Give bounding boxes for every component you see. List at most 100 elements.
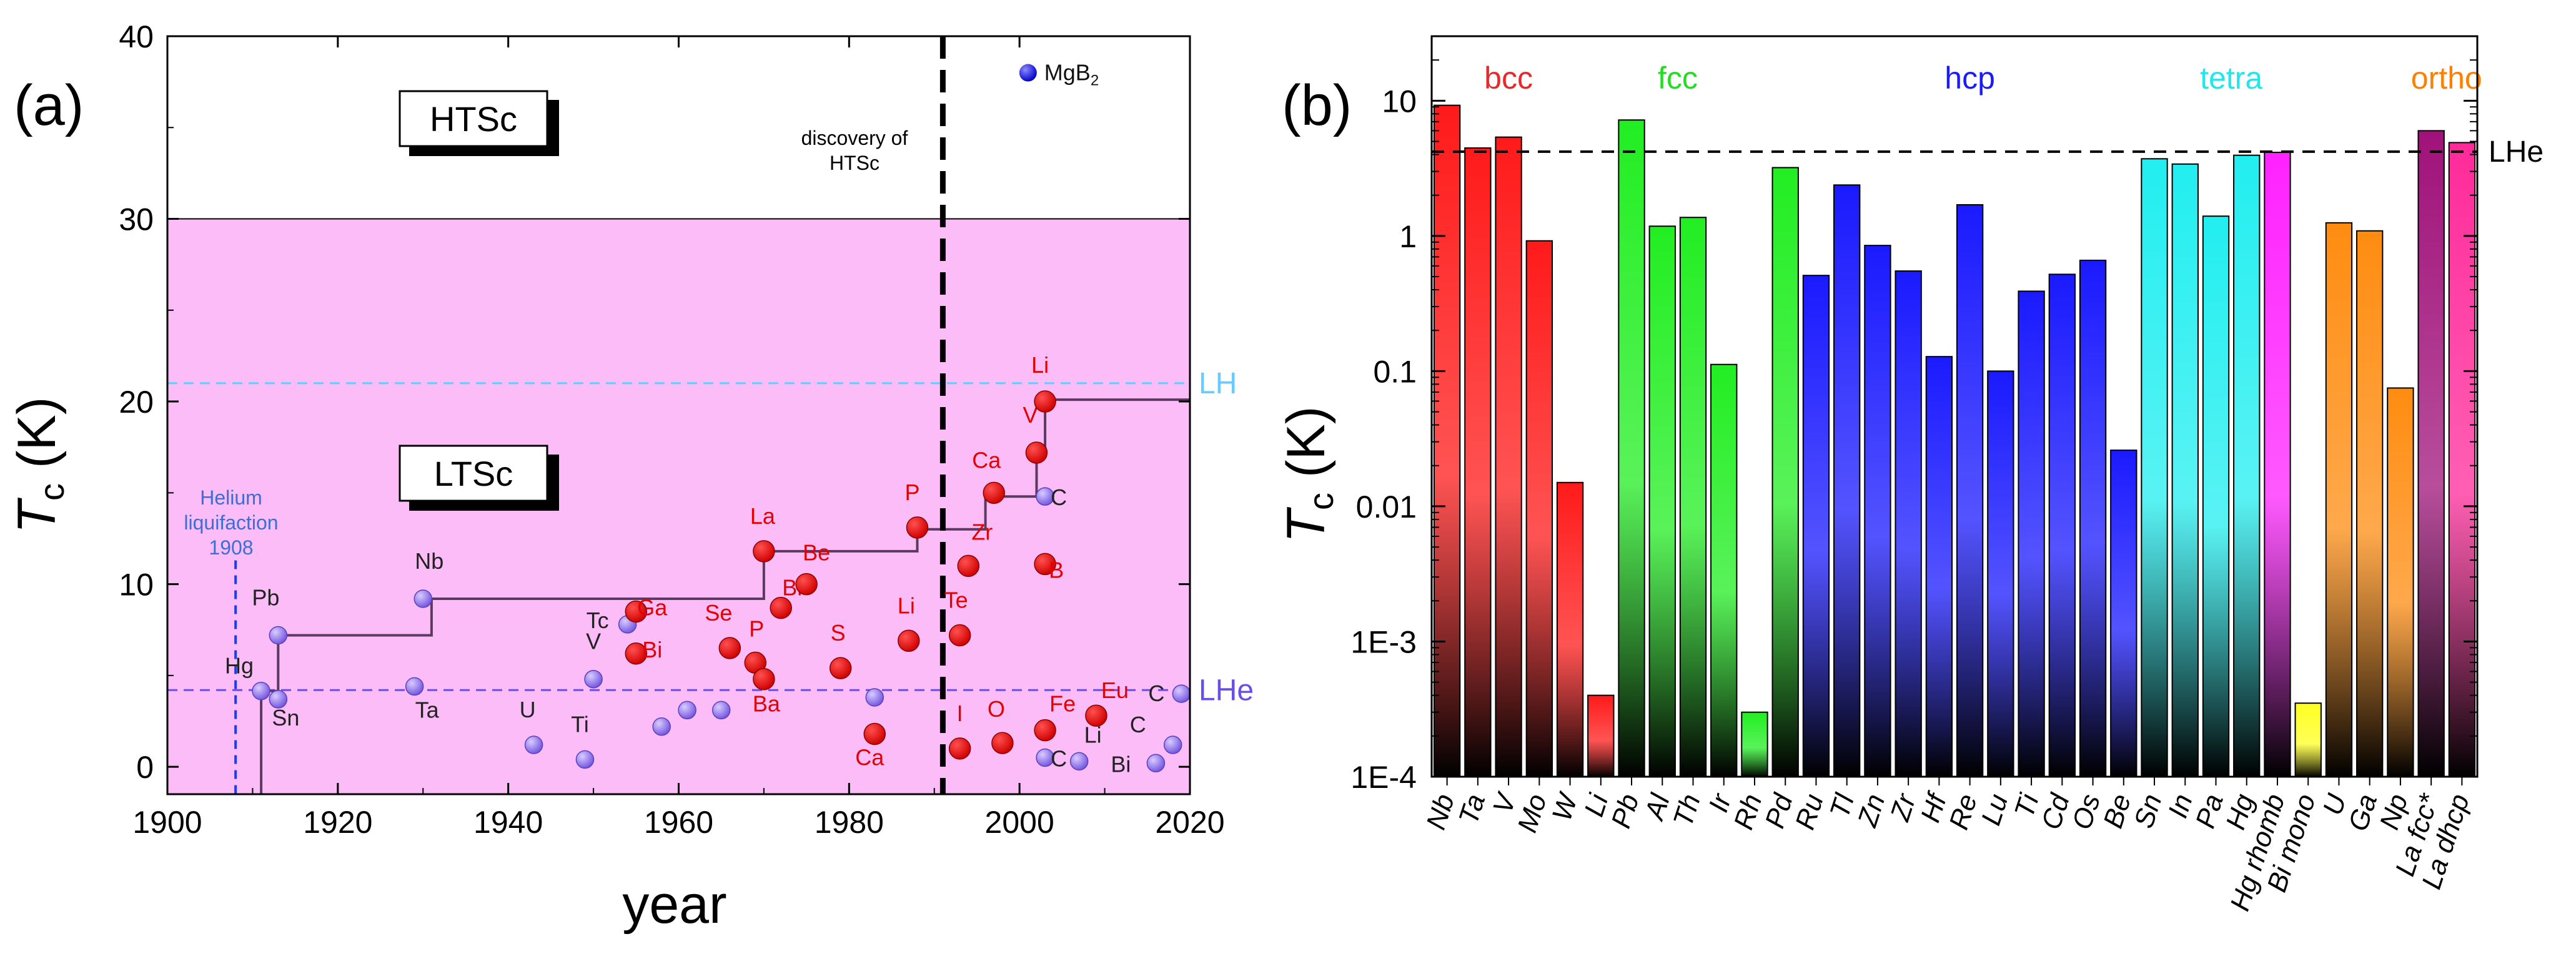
crystal-structure-group-labels: bcc fcc hcp tetra ortho [1484, 61, 2482, 96]
point-label-c: C [1051, 485, 1067, 510]
bar-nb [1433, 104, 1461, 778]
htsc-discovery-note: HTSc [830, 152, 879, 174]
point-label-se: Se [705, 600, 732, 626]
point-label-zr: Zr [971, 519, 993, 544]
bar-u [2325, 222, 2353, 777]
point-label-nb: Nb [415, 548, 443, 574]
x-tick-label-os: Os [2066, 790, 2106, 834]
hline-label-lhe: LHe [1199, 674, 1254, 707]
x-tick-label-rh: Rh [1728, 790, 1768, 834]
point-ca-1997 [983, 481, 1005, 504]
group-label-bcc: bcc [1484, 61, 1533, 96]
point-sn-1913 [269, 690, 288, 709]
point-label-la: La [750, 503, 776, 529]
point-te-1993 [948, 624, 971, 647]
bar-ir [1710, 363, 1738, 777]
y-axis-title: Tc (K) [7, 396, 71, 533]
bar-os [2079, 259, 2107, 777]
x-tick-label-lu: Lu [1976, 790, 2014, 829]
bar-zn [1864, 245, 1891, 777]
point-li-1987 [898, 629, 920, 652]
hline-label-lh: LH [1199, 367, 1237, 400]
panel-b-label: (b) [1282, 74, 1352, 137]
y-axis-title-symbol: T [1276, 507, 1336, 543]
point-se-1966 [718, 637, 741, 659]
helium-liquifaction-note: 1908 [209, 536, 253, 559]
bar-pb [1618, 119, 1645, 777]
point-li-2003 [1034, 390, 1056, 413]
point-c-2003 [1036, 748, 1054, 767]
y-tick-label-0-01: 0.01 [1356, 490, 1417, 524]
x-tick-label-1900: 1900 [132, 805, 202, 840]
lts-region [167, 219, 1190, 794]
point-label-bi: Bi [642, 637, 662, 662]
point-bi-1955 [625, 642, 648, 665]
bar-be [2110, 450, 2138, 777]
group-label-tetra: tetra [2200, 61, 2262, 96]
x-tick-label-be: Be [2098, 790, 2137, 832]
point-li-2007 [1069, 752, 1089, 771]
point-label-mgb2: MgB2 [1044, 60, 1099, 89]
point-label-be: Be [803, 540, 830, 566]
reference-lines: LH LHe [167, 218, 1254, 707]
group-label-hcp: hcp [1944, 61, 1995, 96]
point-label-bi: Bi [1111, 751, 1131, 777]
point-o-1998 [991, 732, 1014, 754]
point-label-te: Te [944, 587, 968, 612]
bar-rh [1741, 711, 1768, 777]
point-label-c: C [1051, 745, 1067, 771]
point-label-i: I [957, 701, 963, 726]
helium-liquifaction-note: Helium [200, 486, 262, 509]
y-axis-log: 1E-4 1E-3 0.01 0.1 1 10 [1350, 36, 2477, 795]
y-axis-title-unit: (K) [1276, 406, 1336, 493]
x-tick-label-nb: Nb [1420, 790, 1460, 834]
mgb2-label-main: MgB [1044, 60, 1091, 86]
point-label-ba: Ba [753, 691, 781, 717]
point-p-1988 [906, 516, 929, 539]
point-label-o: O [988, 696, 1005, 722]
bar-re [1956, 204, 1984, 778]
point-unlabeled-1961 [678, 701, 696, 720]
region-label-boxes: HTSc LTSc [399, 90, 559, 511]
x-tick-label-pa: Pa [2190, 790, 2229, 832]
point-label-v: V [586, 629, 601, 654]
point-label-p: P [749, 616, 764, 641]
x-tick-label-zn: Zn [1852, 790, 1891, 831]
y-axis-title-subscript: c [32, 483, 71, 501]
point-c-2018 [1163, 735, 1182, 754]
point-i-1993 [948, 737, 971, 760]
point-label-hg: Hg [225, 653, 254, 679]
bar-li [1587, 694, 1615, 778]
ltsc-label: LTSc [434, 454, 513, 493]
x-tick-label-1920: 1920 [303, 805, 372, 840]
y-axis: 0 10 20 30 40 [119, 19, 1190, 785]
bar-bi-mono [2294, 702, 2322, 778]
group-label-ortho: ortho [2411, 61, 2482, 96]
lhe-reference-label: LHe [2489, 135, 2544, 169]
y-tick-label-30: 30 [119, 202, 154, 237]
y-axis-title-symbol: T [7, 498, 67, 534]
point-label-c: C [1148, 681, 1164, 706]
point-eu-2009 [1085, 704, 1107, 727]
bar-mo [1525, 240, 1553, 777]
point-label-ti: Ti [571, 711, 589, 737]
point-c-2019 [1172, 684, 1191, 703]
point-label-li: Li [1031, 352, 1049, 378]
panel-b-frame [1430, 35, 2479, 778]
x-axis-categories: NbTaVMoWLiPbAlThIrRhPdRuTlZnZrHfReLuTiCd… [1420, 777, 2475, 915]
htsc-box [399, 90, 548, 147]
point-v-1950 [584, 669, 603, 689]
point-label-ta: Ta [415, 697, 440, 722]
point-ta-1929 [405, 677, 424, 696]
point-label-pb: Pb [252, 584, 279, 610]
point-label-tc: Tc [587, 608, 609, 633]
x-tick-label-pb: Pb [1605, 790, 1645, 832]
y-tick-label-10: 10 [119, 568, 154, 603]
y-tick-label-10: 10 [1382, 84, 1417, 119]
point-ba-1970 [753, 667, 775, 691]
x-tick-label-w: W [1547, 789, 1585, 825]
bar-w [1556, 481, 1584, 777]
y-axis-title-unit: (K) [7, 396, 67, 483]
point-zr-1994 [957, 554, 980, 578]
